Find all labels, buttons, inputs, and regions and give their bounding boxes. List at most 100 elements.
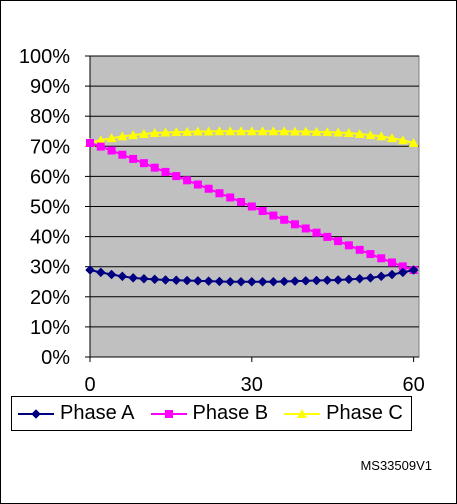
data-point-phase-c	[95, 135, 106, 145]
data-point-phase-b	[161, 167, 170, 176]
data-point-phase-a	[95, 267, 106, 278]
data-point-phase-a	[290, 276, 300, 287]
data-point-phase-a	[117, 271, 128, 282]
data-point-phase-c	[279, 126, 290, 136]
y-tick-label: 80%	[30, 106, 70, 128]
data-point-phase-c	[387, 133, 398, 143]
data-point-phase-c	[138, 128, 149, 138]
data-point-phase-a	[279, 276, 290, 287]
data-point-phase-c	[322, 127, 333, 137]
x-axis: 0 30 60	[84, 356, 425, 396]
data-point-phase-b	[290, 220, 299, 229]
data-point-phase-b	[258, 207, 267, 216]
data-point-phase-c	[149, 128, 160, 138]
data-point-phase-b	[118, 150, 127, 159]
legend-marker-phase-c	[297, 408, 308, 418]
legend-marker-phase-b	[164, 409, 173, 418]
series-phase-b	[86, 138, 418, 275]
y-tick-label: 20%	[30, 287, 70, 309]
data-point-phase-a	[85, 265, 95, 275]
data-point-phase-b	[269, 211, 278, 220]
data-point-phase-a	[106, 269, 117, 280]
data-point-phase-a	[387, 269, 397, 280]
y-tick-label: 100%	[19, 46, 70, 68]
data-point-phase-c	[117, 131, 128, 141]
data-point-phase-a	[236, 276, 246, 287]
data-point-phase-c	[408, 137, 419, 147]
legend-swatch-phase-b	[150, 409, 187, 418]
gridlines	[90, 55, 419, 328]
data-point-phase-c	[236, 126, 247, 136]
legend: Phase A Phase B Phase C	[11, 396, 412, 431]
data-point-phase-a	[225, 276, 236, 287]
data-point-phase-a	[257, 276, 268, 287]
data-point-phase-a	[354, 273, 365, 284]
data-point-phase-b	[247, 202, 256, 211]
y-tick-label: 50%	[30, 197, 70, 219]
data-point-phase-b	[139, 159, 148, 168]
line-chart: 0% 10% 20% 30% 40% 50% 60% 70% 80% 90% 100% 0 30 60	[19, 46, 425, 396]
data-point-phase-a	[300, 275, 311, 286]
data-point-phase-b	[129, 154, 138, 163]
data-point-phase-a	[333, 275, 343, 285]
data-point-phase-c	[214, 126, 225, 136]
legend-item-phase-b: Phase B	[149, 397, 269, 430]
data-point-phase-a	[139, 273, 149, 284]
x-tick-label: 30	[241, 374, 263, 396]
data-point-phase-c	[192, 126, 203, 136]
data-point-phase-a	[214, 276, 225, 287]
legend-label-phase-b: Phase B	[192, 402, 269, 424]
data-point-phase-b	[366, 250, 375, 259]
data-point-phase-a	[376, 271, 387, 282]
data-point-phase-c	[128, 130, 139, 140]
data-point-phase-b	[398, 262, 407, 271]
y-tick-label: 70%	[30, 136, 70, 158]
data-point-phase-b	[183, 176, 192, 185]
y-axis: 0% 10% 20% 30% 40% 50% 60% 70% 80% 90% 100%	[19, 46, 91, 369]
data-point-phase-c	[268, 126, 279, 136]
legend-swatch-phase-c	[284, 408, 321, 418]
legend-swatch-phase-a	[18, 408, 54, 419]
data-point-phase-a	[149, 274, 160, 285]
data-point-phase-b	[96, 142, 105, 151]
x-tick-label: 0	[84, 374, 95, 396]
data-point-phase-a	[203, 276, 214, 287]
data-point-phase-b	[215, 189, 224, 198]
data-point-phase-a	[268, 276, 279, 287]
data-point-phase-a	[128, 272, 139, 283]
data-point-phase-a	[365, 272, 376, 283]
data-point-phase-b	[150, 163, 159, 172]
data-point-phase-a	[408, 265, 419, 275]
data-point-phase-b	[334, 237, 343, 246]
data-point-phase-c	[300, 126, 311, 136]
data-point-phase-a	[246, 276, 257, 287]
legend-item-phase-c: Phase C	[282, 397, 403, 430]
data-point-phase-b	[355, 245, 364, 254]
series-phase-a	[85, 265, 419, 287]
data-point-phase-a	[322, 275, 333, 286]
data-point-phase-b	[301, 224, 310, 233]
y-tick-label: 10%	[30, 317, 70, 339]
data-point-phase-c	[160, 127, 171, 137]
data-point-phase-a	[171, 275, 182, 286]
series-layer	[85, 126, 419, 287]
data-point-phase-c	[246, 126, 257, 136]
data-point-phase-c	[397, 135, 408, 145]
data-point-phase-b	[237, 197, 246, 206]
data-point-phase-a	[344, 274, 354, 285]
data-point-phase-c	[225, 126, 236, 136]
data-point-phase-b	[86, 138, 94, 147]
data-point-phase-b	[107, 146, 116, 155]
data-point-phase-a	[397, 267, 408, 278]
data-point-phase-c	[333, 127, 344, 137]
legend-marker-phase-a	[31, 408, 41, 419]
data-point-phase-b	[280, 215, 289, 224]
data-point-phase-c	[182, 126, 193, 136]
data-point-phase-a	[160, 275, 171, 285]
data-point-phase-c	[354, 128, 365, 138]
data-point-phase-c	[343, 128, 354, 138]
figure-reference-code: MS33509V1	[360, 458, 432, 473]
data-point-phase-c	[106, 133, 117, 143]
y-tick-label: 30%	[30, 257, 70, 279]
